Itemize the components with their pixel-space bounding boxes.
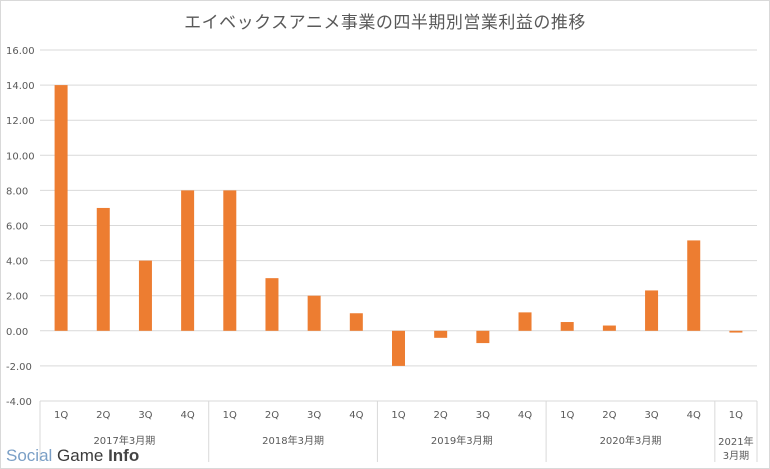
bar [392, 330, 405, 366]
group-label: 2021年 [718, 435, 753, 448]
x-tick-label: 3Q [476, 410, 490, 421]
bar [518, 312, 532, 331]
x-tick-label: 3Q [644, 410, 658, 421]
y-tick-label: 10.00 [6, 151, 35, 162]
bar [307, 295, 321, 331]
x-tick-label: 3Q [307, 410, 321, 421]
watermark-social: Social [6, 446, 53, 465]
bar [223, 190, 237, 331]
x-tick-label: 4Q [181, 410, 195, 421]
x-tick-label: 4Q [349, 410, 363, 421]
x-tick-label: 2Q [434, 410, 448, 421]
watermark-game: Game [52, 446, 109, 465]
x-tick-label: 4Q [687, 410, 701, 421]
bar [54, 85, 68, 331]
x-tick-label: 1Q [223, 410, 237, 421]
bar [645, 290, 659, 331]
y-tick-label: -4.00 [6, 397, 32, 408]
group-label: 3月期 [723, 450, 749, 462]
group-label: 2018年3月期 [262, 434, 324, 447]
watermark-info: Info [108, 446, 140, 465]
x-tick-label: 1Q [54, 410, 68, 421]
y-tick-label: 2.00 [6, 292, 28, 303]
y-tick-label: 8.00 [6, 186, 28, 197]
bar [434, 330, 448, 338]
group-label: 2019年3月期 [431, 434, 493, 447]
y-tick-label: 12.00 [6, 116, 35, 127]
bar [349, 313, 363, 331]
x-tick-label: 1Q [391, 410, 405, 421]
y-tick-label: 4.00 [6, 257, 28, 268]
bar [138, 260, 152, 331]
bar [476, 330, 490, 344]
x-tick-label: 1Q [560, 410, 574, 421]
bar [729, 330, 743, 333]
x-tick-label: 2Q [265, 410, 279, 421]
group-label: 2020年3月期 [600, 434, 662, 447]
y-tick-label: 0.00 [6, 327, 28, 338]
bar [560, 322, 574, 331]
bar [265, 278, 279, 331]
bar [96, 207, 110, 331]
x-tick-label: 2Q [96, 410, 110, 421]
y-tick-label: 16.00 [6, 46, 35, 57]
x-tick-label: 1Q [729, 410, 743, 421]
x-tick-label: 3Q [138, 410, 152, 421]
bar [687, 240, 701, 331]
x-tick-label: 4Q [518, 410, 532, 421]
bar [602, 325, 616, 331]
chart-title: エイベックスアニメ事業の四半期別営業利益の推移 [184, 13, 586, 33]
watermark-logo: Social Game Info [6, 446, 139, 466]
y-tick-label: -2.00 [6, 362, 32, 373]
bar [181, 190, 195, 331]
y-tick-label: 14.00 [6, 81, 35, 92]
y-tick-label: 6.00 [6, 222, 28, 233]
x-tick-label: 2Q [602, 410, 616, 421]
group-label: 2017年3月期 [93, 434, 155, 447]
